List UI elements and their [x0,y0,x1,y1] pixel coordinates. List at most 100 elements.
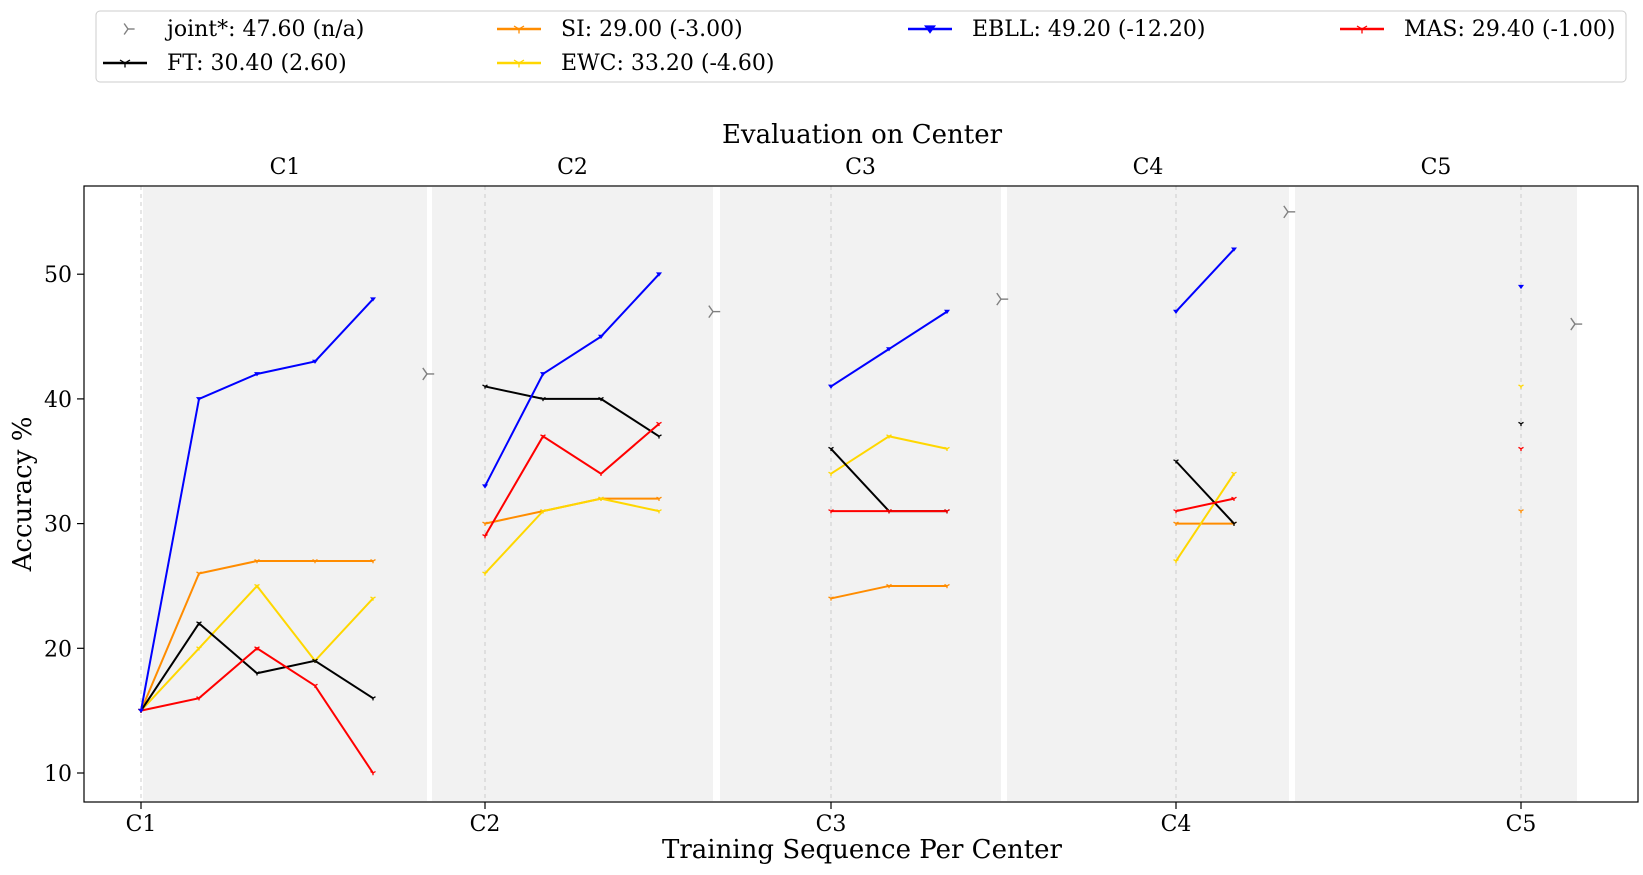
series-line-mas-C2 [484,423,660,537]
center-label-C2: C2 [557,155,588,180]
data-point-ebll-C2-4 [656,272,662,277]
data-point-ebll-C5-1 [1518,284,1524,290]
data-point-si-C1-4 [312,558,318,564]
vertical-guides [140,186,1522,802]
x-tick-label-C1: C1 [126,812,157,837]
panel-background-4 [1007,187,1289,801]
data-point-ft-C1-4 [312,658,318,664]
data-point-ebll-C1-4 [312,359,318,364]
panel-background-2 [432,187,713,801]
data-point-mas-C1-4 [312,683,318,688]
data-point-ebll-C2-2 [540,372,546,377]
data-point-mas-C2-2 [540,434,546,439]
data-point-ebll-C4-1 [1173,309,1179,315]
series-line-ewc-C4 [1175,473,1235,562]
data-point-mas-C4-1 [1173,509,1179,514]
legend-item-joint: joint*: 47.60 (n/a) [123,17,364,42]
legend-label-joint: joint*: 47.60 (n/a) [164,17,364,42]
data-point-mas-C3-2 [886,509,892,514]
data-point-mas-C2-1 [482,534,488,539]
data-point-ebll-C3-2 [886,347,892,352]
x-tick-label-C4: C4 [1161,812,1192,837]
data-point-ft-C4-2 [1231,521,1237,526]
data-point-ft-C2-1 [482,384,488,389]
legend-marker-ebll [924,25,936,34]
data-point-ft-C1-3 [254,671,260,676]
y-tick-label-10: 10 [44,762,72,787]
data-point-ebll-C2-1 [482,484,488,489]
panel-background-1 [143,187,427,801]
series-line-ebll-C4 [1175,248,1235,313]
center-label-C5: C5 [1421,155,1452,180]
data-point-si-C3-3 [944,583,950,589]
legend-marker-mas [1356,25,1368,34]
data-point-mas-C3-1 [828,509,834,514]
data-point-ebll-C3-3 [944,309,950,315]
data-point-si-C4-1 [1173,521,1179,526]
axes: C1 C2 C3 C4 C5 10 20 30 40 50 C1 C2 C3 C4 C5 [44,155,1536,837]
data-point-ewc-C4-1 [1173,558,1179,564]
legend-item-ewc: EWC: 33.20 (-4.60) [497,51,774,76]
data-point-ft-C5-1 [1518,421,1524,427]
data-point-ft-C2-4 [656,434,662,439]
data-point-ft-C2-3 [598,396,604,402]
data-point-si-C2-1 [482,521,488,526]
data-point-si-C2-4 [656,496,662,501]
x-tick-label-C5: C5 [1506,812,1537,837]
data-points [138,205,1583,776]
data-point-ebll-C1-2 [196,397,202,402]
data-point-mas-C2-4 [656,421,662,427]
legend-box [95,10,1627,83]
data-point-ebll-C2-3 [598,334,604,339]
legend-item-mas: MAS: 29.40 (-1.00) [1340,17,1615,42]
data-point-mas-C5-1 [1518,446,1524,452]
y-axis-title: Accuracy % [8,417,38,573]
legend: joint*: 47.60 (n/a) FT: 30.40 (2.60) SI: 2… [95,10,1627,83]
data-point-si-C1-5 [370,558,376,564]
joint-marker-C1 [422,367,435,381]
data-point-ewc-C1-5 [370,596,376,601]
data-point-ebll-C1-5 [370,297,376,302]
legend-label-ft: FT: 30.40 (2.60) [167,51,347,76]
center-label-C3: C3 [845,155,876,180]
y-tick-label-20: 20 [44,637,72,662]
data-point-ewc-C3-3 [944,446,950,452]
y-tick-label-30: 30 [44,513,72,538]
data-point-ft-C4-1 [1173,459,1179,464]
legend-marker-joint [123,23,135,35]
data-point-ewc-C2-1 [482,571,488,576]
panel-background-5 [1295,187,1577,801]
data-point-ewc-C5-1 [1518,384,1524,389]
legend-label-ewc: EWC: 33.20 (-4.60) [561,51,774,76]
center-label-C4: C4 [1133,155,1164,180]
data-point-ewc-C2-4 [656,509,662,514]
data-point-ft-C1-2 [196,621,202,626]
legend-marker-si [513,25,525,34]
series-lines [140,248,1235,774]
data-point-ebll-C1-1 [138,708,144,714]
center-label-C1: C1 [270,155,301,180]
data-point-si-C3-2 [886,583,892,589]
legend-item-ft: FT: 30.40 (2.60) [103,51,347,76]
data-point-ebll-C1-3 [254,372,260,377]
joint-marker-C4 [1283,205,1296,219]
series-line-ebll-C2 [484,273,660,487]
data-point-mas-C2-3 [598,471,604,476]
data-point-ewc-C3-1 [828,471,834,476]
legend-label-ebll: EBLL: 49.20 (-12.20) [972,17,1205,42]
joint-marker-C3 [996,292,1009,306]
series-line-ewc-C2 [484,497,660,575]
y-tick-label-40: 40 [44,388,72,413]
data-point-mas-C1-3 [254,646,260,651]
data-point-ewc-C2-3 [598,496,604,501]
y-tick-label-50: 50 [44,263,72,288]
data-point-ewc-C1-3 [254,583,260,589]
legend-label-si: SI: 29.00 (-3.00) [561,17,743,42]
data-point-ewc-C3-2 [886,434,892,439]
series-line-ft-C4 [1175,460,1235,525]
data-point-mas-C3-3 [944,509,950,514]
panel-backgrounds [143,187,1577,801]
joint-marker-C5 [1570,317,1583,331]
